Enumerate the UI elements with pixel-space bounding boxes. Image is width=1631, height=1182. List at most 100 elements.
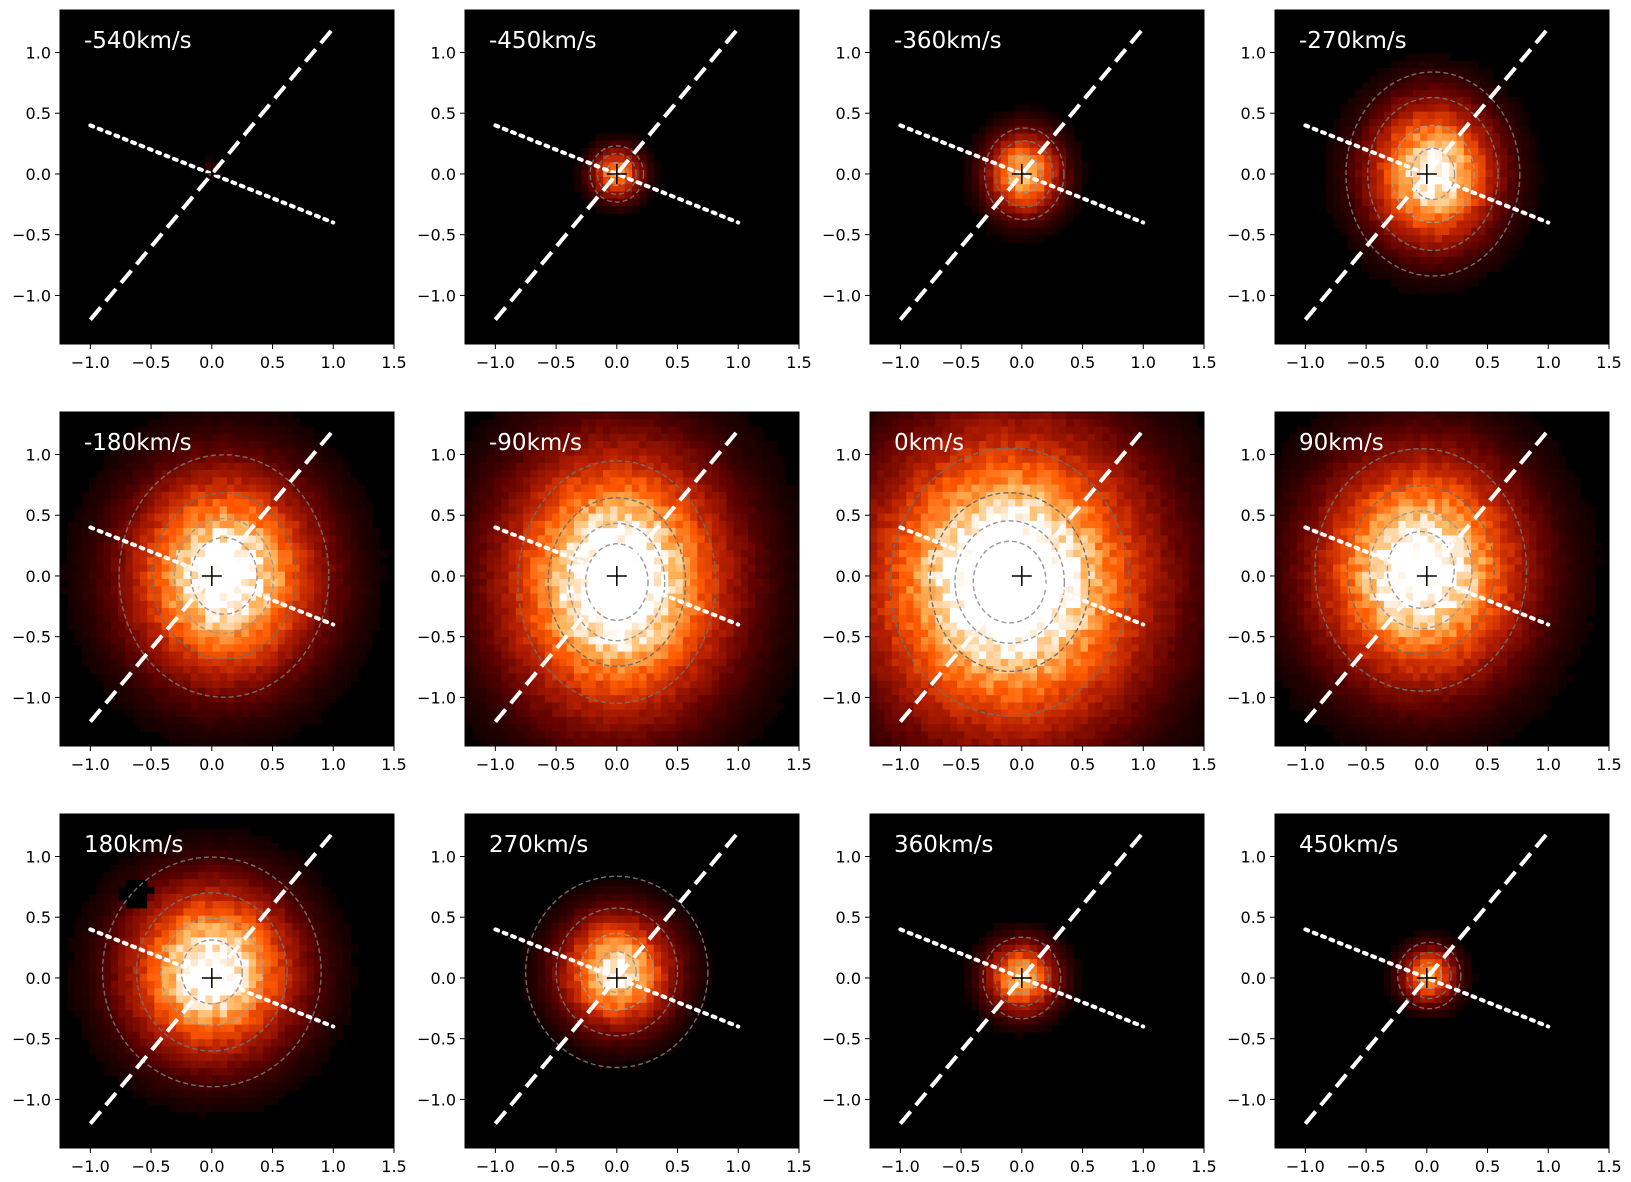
x-tick-label: −0.5 <box>132 755 171 774</box>
x-tick-label: 0.5 <box>665 1157 690 1176</box>
y-tick-label: 0.5 <box>1241 104 1266 123</box>
flux-contour <box>1346 484 1495 655</box>
x-tick-label: 1.0 <box>1131 755 1156 774</box>
y-tick-label: 0.0 <box>26 969 51 988</box>
channel-panel: -540km/s −1.0 −0.5 0.0 0.5 1.0 1.5 1.0 0.5 0.0 −0.… <box>12 9 407 372</box>
channel-panel: 360km/s −1.0 −0.5 0.0 0.5 1.0 1.5 1.0 0.5 0.0 −0.5… <box>822 813 1217 1176</box>
y-tick-label: 0.0 <box>1241 969 1266 988</box>
flux-contour <box>525 875 709 1069</box>
y-tick-label: −0.5 <box>822 628 861 647</box>
heatmap-image <box>60 814 394 1148</box>
major-axis-dashed-line <box>88 830 335 1125</box>
x-tick-label: −0.5 <box>537 1157 576 1176</box>
heatmap-image <box>1275 412 1609 746</box>
x-tick-label: 1.5 <box>786 755 811 774</box>
x-tick-label: 0.5 <box>1475 1157 1500 1176</box>
flux-contour <box>1406 951 1452 1000</box>
x-tick-label: −0.5 <box>537 353 576 372</box>
x-tick-label: 1.5 <box>381 755 406 774</box>
velocity-label: 270km/s <box>489 832 588 858</box>
y-tick-label: −0.5 <box>822 226 861 245</box>
x-tick-label: 1.0 <box>1131 1157 1156 1176</box>
velocity-label: 180km/s <box>84 832 183 858</box>
y-tick-label: −1.0 <box>822 1090 861 1109</box>
flux-contour <box>1410 147 1456 201</box>
x-tick-label: 0.5 <box>1070 755 1095 774</box>
channel-panel: 180km/s −1.0 −0.5 0.0 0.5 1.0 1.5 1.0 0.5 0.0 −0.5… <box>12 813 407 1176</box>
flux-contour <box>983 127 1065 221</box>
x-tick-label: 1.5 <box>786 1157 811 1176</box>
major-axis-dashed-line <box>88 428 335 723</box>
x-tick-label: 0.0 <box>1414 1157 1439 1176</box>
x-tick-label: 1.5 <box>1596 1157 1621 1176</box>
y-tick-label: 1.0 <box>26 848 51 867</box>
axes-frame <box>464 411 800 747</box>
heatmap-image <box>1275 814 1609 1148</box>
x-tick-label: 0.5 <box>665 755 690 774</box>
y-tick-label: −1.0 <box>417 286 456 305</box>
y-tick-label: 0.0 <box>431 969 456 988</box>
y-tick-label: −1.0 <box>417 1090 456 1109</box>
major-axis-dashed-line <box>1303 830 1550 1125</box>
x-tick-label: 0.0 <box>604 1157 629 1176</box>
flux-contour <box>517 460 717 704</box>
y-tick-label: 0.0 <box>836 567 861 586</box>
channel-panel: 270km/s −1.0 −0.5 0.0 0.5 1.0 1.5 1.0 0.5 0.0 −0.5… <box>417 813 812 1176</box>
x-tick-label: 1.5 <box>1191 755 1216 774</box>
flux-contour <box>160 917 264 1027</box>
major-axis-dashed-line <box>898 830 1145 1125</box>
y-tick-label: −0.5 <box>12 226 51 245</box>
y-tick-label: 0.5 <box>431 104 456 123</box>
y-tick-label: −1.0 <box>12 688 51 707</box>
x-tick-label: −1.0 <box>881 1157 920 1176</box>
x-tick-label: −0.5 <box>1347 353 1386 372</box>
x-tick-label: −1.0 <box>476 755 515 774</box>
flux-contour <box>1006 961 1038 994</box>
y-tick-label: 1.0 <box>26 446 51 465</box>
flux-contour <box>596 950 637 993</box>
flux-contour <box>180 939 243 1005</box>
x-tick-label: 1.0 <box>726 755 751 774</box>
y-tick-label: 0.5 <box>431 506 456 525</box>
flux-contour <box>1368 510 1473 630</box>
velocity-label: 450km/s <box>1299 832 1398 858</box>
x-tick-label: 1.0 <box>321 353 346 372</box>
y-tick-label: 0.0 <box>1241 165 1266 184</box>
velocity-label: -450km/s <box>489 28 597 54</box>
y-tick-label: 0.0 <box>26 567 51 586</box>
flux-contour <box>568 522 666 642</box>
y-tick-label: 1.0 <box>836 848 861 867</box>
x-tick-label: 1.5 <box>381 353 406 372</box>
x-tick-label: 1.5 <box>381 1157 406 1176</box>
x-tick-label: 0.0 <box>604 353 629 372</box>
axes-frame <box>869 411 1205 747</box>
x-tick-label: −1.0 <box>881 353 920 372</box>
major-axis-dashed-line <box>88 26 335 321</box>
x-tick-label: 0.0 <box>1414 353 1439 372</box>
x-tick-label: 1.0 <box>321 755 346 774</box>
y-tick-label: 1.0 <box>836 446 861 465</box>
x-tick-label: −1.0 <box>71 353 110 372</box>
flux-contour <box>190 536 258 615</box>
channel-panel: -90km/s −1.0 −0.5 0.0 0.5 1.0 1.5 1.0 0.5 0.0 −0.5… <box>417 411 812 774</box>
channel-panel: -180km/s −1.0 −0.5 0.0 0.5 1.0 1.5 1.0 0.5 0.0 −0.… <box>12 411 407 774</box>
flux-contour <box>579 932 654 1011</box>
flux-contour <box>1314 447 1528 692</box>
y-tick-label: 0.5 <box>836 506 861 525</box>
heatmap-image <box>465 814 799 1148</box>
flux-contour <box>118 454 330 698</box>
y-tick-label: −0.5 <box>822 1030 861 1049</box>
y-tick-label: 1.0 <box>1241 44 1266 63</box>
y-tick-label: 0.0 <box>431 165 456 184</box>
y-tick-label: −0.5 <box>417 628 456 647</box>
y-tick-label: −0.5 <box>1227 1030 1266 1049</box>
x-tick-label: −0.5 <box>1347 1157 1386 1176</box>
x-tick-label: 0.0 <box>199 755 224 774</box>
y-tick-label: −1.0 <box>1227 688 1266 707</box>
y-tick-label: 0.5 <box>26 908 51 927</box>
channel-panel: -360km/s −1.0 −0.5 0.0 0.5 1.0 1.5 1.0 0.5 0.0 −0.… <box>822 9 1217 372</box>
heatmap-image <box>465 412 799 746</box>
velocity-label: 0km/s <box>894 430 964 456</box>
axes-frame <box>59 9 395 345</box>
